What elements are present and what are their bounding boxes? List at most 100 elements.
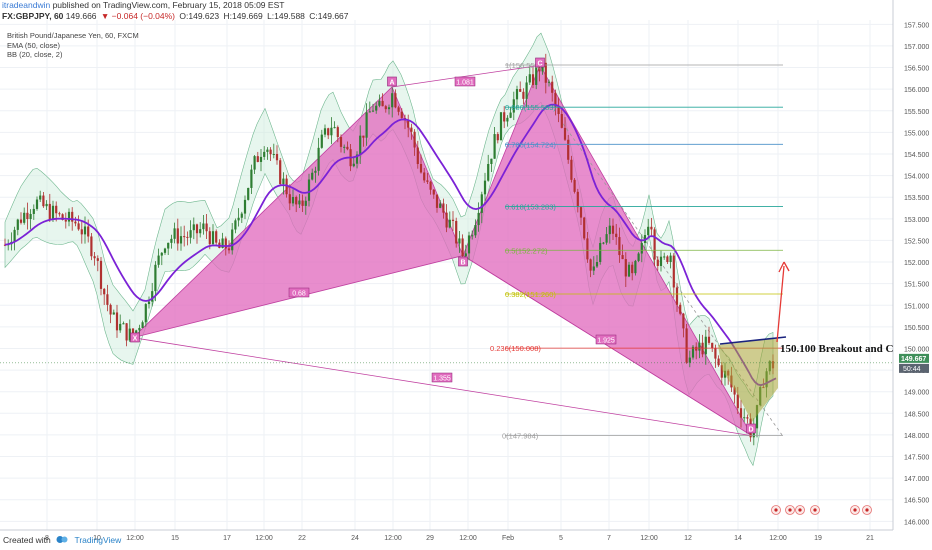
candle-body — [19, 219, 23, 223]
candle-body — [256, 156, 259, 162]
created-with-label: Created with — [3, 535, 51, 545]
ratio-label-box — [288, 287, 310, 298]
candle-body — [74, 221, 77, 224]
x-tick-label: 14 — [734, 535, 742, 542]
candle-body — [231, 229, 234, 251]
harmonic-line-xd — [132, 337, 753, 437]
candle-body — [269, 149, 272, 155]
candle-body — [307, 179, 311, 201]
ema-line — [4, 103, 777, 387]
fib-level-label: 0.886(155.583) — [505, 103, 556, 112]
fib-level-label: 0.236(150.008) — [490, 344, 541, 353]
candle-body — [279, 160, 282, 185]
x-tick-label: 12:00 — [384, 535, 402, 542]
candle-body — [445, 212, 448, 228]
candle-body — [605, 234, 608, 243]
countdown-value: 50:44 — [903, 366, 921, 373]
candle-body — [627, 264, 631, 277]
breakout-trendline — [719, 336, 787, 345]
candle-body — [480, 194, 483, 213]
candle-body — [365, 112, 368, 138]
y-tick-label: 151.000 — [904, 303, 929, 310]
candle-body — [23, 212, 26, 223]
y-tick-label: 154.000 — [904, 174, 929, 181]
candle-body — [381, 100, 384, 107]
candle-body — [394, 93, 397, 108]
candle-body — [410, 127, 413, 132]
candle-body — [525, 82, 528, 99]
candle-body — [192, 224, 195, 231]
candle-body — [512, 99, 515, 113]
ohlc-open: O:149.623 — [179, 11, 220, 21]
candle-body — [295, 196, 298, 205]
harmonic-point-label: A — [389, 80, 394, 87]
candle-body — [586, 238, 589, 260]
candle-body — [691, 346, 695, 358]
candle-body — [451, 219, 455, 221]
candle-body — [563, 127, 567, 140]
candle-body — [183, 236, 186, 238]
candle-body — [128, 328, 131, 341]
y-tick-label: 150.500 — [904, 325, 929, 332]
candle-body — [151, 291, 154, 302]
x-tick-label: Feb — [502, 535, 514, 542]
candle-body — [589, 259, 592, 271]
candle-body — [634, 260, 637, 274]
y-tick-label: 153.000 — [904, 217, 929, 224]
candle-body — [83, 226, 87, 235]
candle-body — [90, 236, 93, 257]
ratio-label-box — [454, 76, 476, 87]
candle-body — [144, 304, 147, 323]
candle-body — [167, 242, 170, 249]
harmonic-ratio-label: 1.355 — [433, 376, 451, 383]
candle-body — [419, 164, 423, 173]
candle-body — [685, 328, 688, 363]
candle-body — [560, 114, 563, 128]
candle-body — [387, 107, 391, 110]
x-tick-label: 17 — [223, 535, 231, 542]
candle-body — [317, 147, 320, 171]
candle-body — [567, 139, 570, 160]
x-tick-label: 15 — [171, 535, 179, 542]
breakout-annotation: 150.100 Breakout and Close — [780, 343, 911, 355]
candle-body — [45, 203, 48, 207]
candle-body — [26, 212, 29, 220]
candle-body — [208, 231, 211, 245]
candle-body — [259, 156, 263, 162]
candle-body — [688, 357, 691, 363]
x-tick-label: 22 — [298, 535, 306, 542]
bb-legend[interactable]: BB (20, close, 2) — [7, 50, 63, 59]
candle-body — [35, 199, 39, 209]
candle-body — [490, 158, 493, 164]
candle-body — [618, 237, 621, 256]
y-tick-label: 146.500 — [904, 498, 929, 505]
harmonic-point-marker — [130, 332, 140, 343]
y-tick-label: 147.500 — [904, 455, 929, 462]
candle-body — [237, 217, 240, 221]
candle-body — [32, 208, 35, 214]
candle-body — [291, 196, 295, 204]
candle-body — [602, 242, 605, 244]
candle-body — [448, 219, 451, 228]
candle-body — [647, 226, 650, 236]
candle-body — [215, 231, 218, 243]
tradingview-brand[interactable]: TradingView — [74, 535, 122, 545]
candle-body — [519, 89, 522, 92]
ohlc-last: 149.666 — [65, 11, 97, 21]
candle-body — [493, 134, 496, 159]
candle-body — [112, 312, 115, 315]
candle-body — [138, 327, 141, 331]
harmonic-point-label: X — [133, 336, 138, 343]
author-link[interactable]: itradeandwin — [2, 0, 51, 10]
candle-body — [125, 323, 128, 341]
candle-body — [339, 136, 343, 147]
candle-body — [55, 205, 58, 214]
ema-legend[interactable]: EMA (50, close) — [7, 40, 60, 50]
y-tick-label: 147.000 — [904, 476, 929, 483]
candle-body — [717, 358, 720, 366]
target-arrow-head — [778, 261, 790, 273]
candle-body — [87, 226, 90, 237]
x-tick-label: 12:00 — [459, 535, 477, 542]
candle-body — [64, 219, 67, 222]
